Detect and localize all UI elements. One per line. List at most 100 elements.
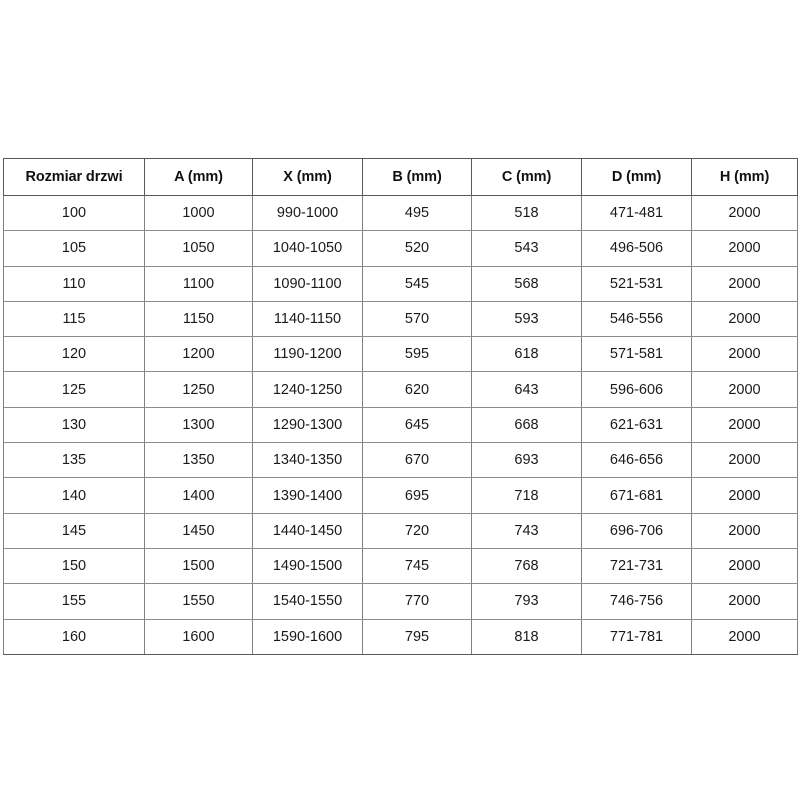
cell-size: 155 — [3, 583, 145, 620]
cell-h: 2000 — [691, 477, 798, 514]
table-row: 140 1400 1390-1400 695 718 671-681 2000 — [3, 477, 798, 514]
column-header-size: Rozmiar drzwi — [3, 158, 145, 196]
cell-b: 520 — [362, 230, 472, 267]
cell-h: 2000 — [691, 336, 798, 373]
cell-d: 546-556 — [581, 300, 692, 338]
cell-b: 695 — [362, 477, 472, 514]
cell-b: 545 — [362, 265, 472, 302]
table-row: 130 1300 1290-1300 645 668 621-631 2000 — [3, 406, 798, 444]
cell-x: 1290-1300 — [252, 406, 363, 444]
table-row: 135 1350 1340-1350 670 693 646-656 2000 — [3, 442, 798, 479]
cell-size: 105 — [3, 230, 145, 267]
cell-x: 1590-1600 — [252, 618, 363, 655]
cell-b: 670 — [362, 442, 472, 479]
cell-h: 2000 — [691, 512, 798, 549]
cell-size: 145 — [3, 512, 145, 549]
cell-x: 1090-1100 — [252, 265, 363, 302]
cell-h: 2000 — [691, 618, 798, 655]
cell-x: 1040-1050 — [252, 230, 363, 267]
cell-c: 718 — [471, 477, 582, 514]
table-body: 100 1000 990-1000 495 518 471-481 2000 105 1050 1… — [3, 194, 798, 655]
cell-d: 646-656 — [581, 442, 692, 479]
cell-b: 645 — [362, 406, 472, 444]
table-row: 150 1500 1490-1500 745 768 721-731 2000 — [3, 547, 798, 585]
cell-a: 1550 — [144, 583, 253, 620]
table-row: 120 1200 1190-1200 595 618 571-581 2000 — [3, 336, 798, 373]
cell-h: 2000 — [691, 230, 798, 267]
cell-c: 593 — [471, 300, 582, 338]
cell-b: 620 — [362, 371, 472, 408]
cell-c: 768 — [471, 547, 582, 585]
cell-x: 1140-1150 — [252, 300, 363, 338]
cell-a: 1500 — [144, 547, 253, 585]
cell-b: 720 — [362, 512, 472, 549]
table-row: 115 1150 1140-1150 570 593 546-556 2000 — [3, 300, 798, 338]
cell-b: 570 — [362, 300, 472, 338]
cell-a: 1450 — [144, 512, 253, 549]
cell-x: 1240-1250 — [252, 371, 363, 408]
cell-d: 696-706 — [581, 512, 692, 549]
cell-c: 568 — [471, 265, 582, 302]
cell-a: 1000 — [144, 194, 253, 232]
table-header: Rozmiar drzwi A (mm) X (mm) B (mm) C (mm… — [3, 158, 798, 196]
cell-c: 668 — [471, 406, 582, 444]
cell-d: 721-731 — [581, 547, 692, 585]
cell-h: 2000 — [691, 406, 798, 444]
cell-h: 2000 — [691, 371, 798, 408]
cell-a: 1150 — [144, 300, 253, 338]
cell-a: 1250 — [144, 371, 253, 408]
cell-size: 100 — [3, 194, 145, 232]
cell-c: 543 — [471, 230, 582, 267]
cell-a: 1100 — [144, 265, 253, 302]
cell-c: 743 — [471, 512, 582, 549]
cell-h: 2000 — [691, 265, 798, 302]
column-header-b: B (mm) — [362, 158, 472, 196]
column-header-h: H (mm) — [691, 158, 798, 196]
column-header-x: X (mm) — [252, 158, 363, 196]
cell-a: 1300 — [144, 406, 253, 444]
cell-c: 818 — [471, 618, 582, 655]
cell-b: 795 — [362, 618, 472, 655]
cell-a: 1050 — [144, 230, 253, 267]
cell-x: 1440-1450 — [252, 512, 363, 549]
cell-a: 1200 — [144, 336, 253, 373]
dimensions-table-container: Rozmiar drzwi A (mm) X (mm) B (mm) C (mm… — [3, 158, 798, 655]
cell-h: 2000 — [691, 583, 798, 620]
cell-size: 160 — [3, 618, 145, 655]
cell-x: 1390-1400 — [252, 477, 363, 514]
cell-d: 471-481 — [581, 194, 692, 232]
cell-size: 130 — [3, 406, 145, 444]
cell-h: 2000 — [691, 300, 798, 338]
cell-d: 596-606 — [581, 371, 692, 408]
cell-c: 643 — [471, 371, 582, 408]
table-header-row: Rozmiar drzwi A (mm) X (mm) B (mm) C (mm… — [3, 158, 798, 196]
cell-d: 771-781 — [581, 618, 692, 655]
cell-b: 770 — [362, 583, 472, 620]
cell-b: 495 — [362, 194, 472, 232]
cell-x: 1490-1500 — [252, 547, 363, 585]
cell-size: 120 — [3, 336, 145, 373]
cell-d: 671-681 — [581, 477, 692, 514]
cell-d: 521-531 — [581, 265, 692, 302]
cell-size: 140 — [3, 477, 145, 514]
cell-x: 1190-1200 — [252, 336, 363, 373]
cell-size: 135 — [3, 442, 145, 479]
cell-a: 1600 — [144, 618, 253, 655]
cell-d: 746-756 — [581, 583, 692, 620]
cell-d: 571-581 — [581, 336, 692, 373]
table-row: 160 1600 1590-1600 795 818 771-781 2000 — [3, 618, 798, 655]
cell-x: 990-1000 — [252, 194, 363, 232]
cell-size: 115 — [3, 300, 145, 338]
cell-a: 1350 — [144, 442, 253, 479]
cell-b: 595 — [362, 336, 472, 373]
table-row: 100 1000 990-1000 495 518 471-481 2000 — [3, 194, 798, 232]
table-row: 105 1050 1040-1050 520 543 496-506 2000 — [3, 230, 798, 267]
cell-x: 1540-1550 — [252, 583, 363, 620]
cell-size: 150 — [3, 547, 145, 585]
cell-d: 621-631 — [581, 406, 692, 444]
cell-size: 125 — [3, 371, 145, 408]
cell-h: 2000 — [691, 442, 798, 479]
table-row: 155 1550 1540-1550 770 793 746-756 2000 — [3, 583, 798, 620]
column-header-a: A (mm) — [144, 158, 253, 196]
